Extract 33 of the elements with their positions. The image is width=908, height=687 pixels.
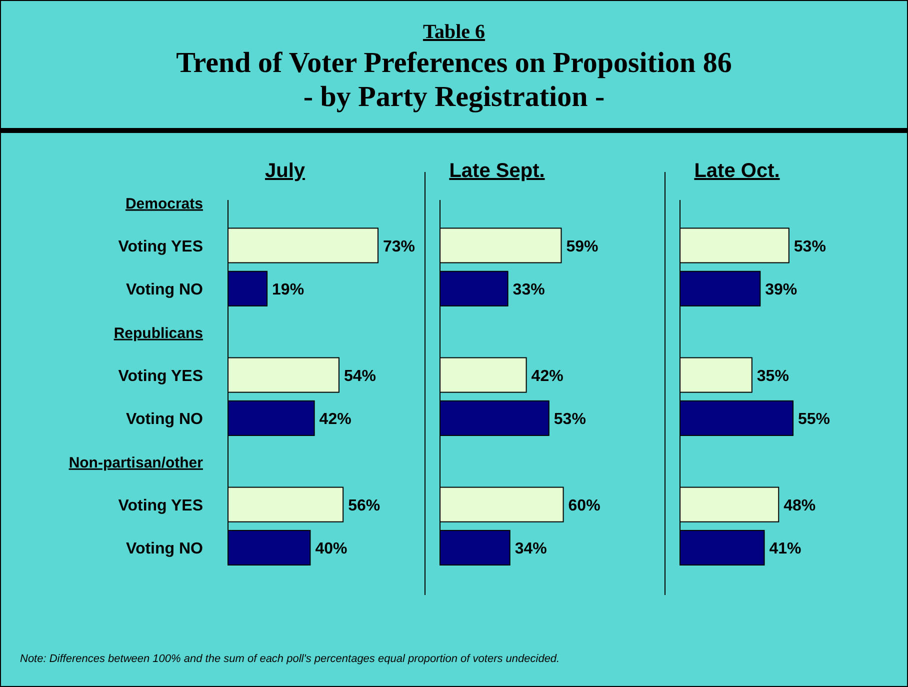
text: Trend of Voter Preferences on Proposition 86 - by Party Registration - — [176, 47, 732, 113]
text: Table 6 — [422, 21, 486, 43]
y-tick-label: Republicans — [114, 324, 203, 342]
data-label: 53% — [554, 411, 586, 428]
data-label: 55% — [798, 411, 830, 428]
y-tick-label: Voting NO — [126, 282, 203, 299]
data-label: 59% — [566, 238, 598, 256]
y-tick-label: Voting YES — [118, 238, 204, 256]
data-label: 73% — [383, 238, 416, 256]
chart-title: July — [264, 160, 306, 182]
y-tick-label: Voting NO — [126, 411, 203, 428]
data-label: 41% — [769, 540, 802, 558]
data-label: 53% — [794, 238, 826, 256]
y-tick-label: Voting YES — [118, 368, 204, 385]
data-label: 42% — [531, 368, 564, 385]
y-tick-label: Non-partisan/other — [68, 454, 204, 472]
data-label: 19% — [272, 282, 304, 299]
data-label: 56% — [348, 498, 380, 515]
chart-title: Late Oct. — [694, 160, 780, 182]
data-label: 54% — [344, 368, 376, 385]
data-label: 39% — [765, 282, 798, 299]
y-tick-label: Voting NO — [126, 540, 203, 558]
data-label: 34% — [514, 540, 547, 558]
data-label: 33% — [512, 282, 545, 299]
data-label: 35% — [756, 368, 789, 385]
chart-title: Late Sept. — [449, 160, 545, 182]
data-label: 60% — [568, 498, 600, 515]
data-label: 48% — [784, 498, 816, 515]
data-label: 40% — [315, 540, 348, 558]
y-tick-label: Democrats — [125, 195, 203, 212]
data-label: 42% — [319, 411, 352, 428]
y-tick-label: Voting YES — [118, 498, 204, 515]
text: Note: Differences between 100% and the sum of each poll's percentages equal proportion of voters undecided. — [20, 653, 560, 665]
